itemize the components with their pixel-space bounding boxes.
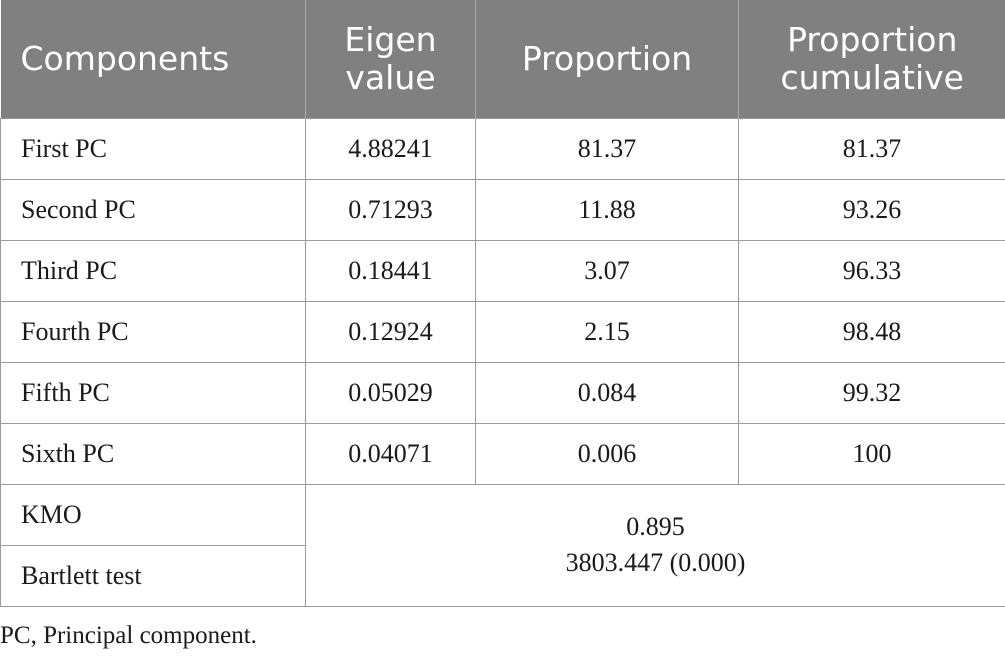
bartlett-value: 3803.447 (0.000) xyxy=(565,548,746,577)
header-eigen-value: Eigen value xyxy=(305,0,476,118)
header-cumulative-line1: Proportion xyxy=(787,19,958,59)
table-row: Third PC 0.18441 3.07 96.33 xyxy=(0,239,1005,302)
bartlett-row: Bartlett test xyxy=(0,544,1005,607)
cell-component: Fourth PC xyxy=(0,300,306,363)
table-footnote: PC, Principal component. xyxy=(0,622,257,649)
cell-cumulative: 98.48 xyxy=(738,300,1005,363)
cell-cumulative: 100 xyxy=(738,422,1005,485)
table-row: Fourth PC 0.12924 2.15 98.48 xyxy=(0,300,1005,363)
cell-eigen-value: 0.71293 xyxy=(305,178,476,241)
cell-cumulative: 93.26 xyxy=(738,178,1005,241)
cell-component: First PC xyxy=(0,117,306,180)
header-components: Components xyxy=(0,0,306,118)
kmo-value: 0.895 xyxy=(626,512,685,541)
table-row: Second PC 0.71293 11.88 93.26 xyxy=(0,178,1005,241)
cell-cumulative: 81.37 xyxy=(738,117,1005,180)
header-proportion: Proportion xyxy=(475,0,739,118)
table-row: Sixth PC 0.04071 0.006 100 xyxy=(0,422,1005,485)
header-eigen-line2: value xyxy=(345,57,436,97)
cell-eigen-value: 0.04071 xyxy=(305,422,476,485)
cell-component: Fifth PC xyxy=(0,361,306,424)
kmo-label: KMO xyxy=(0,483,306,546)
cell-proportion: 81.37 xyxy=(475,117,739,180)
bartlett-label: Bartlett test xyxy=(0,544,306,607)
cell-proportion: 3.07 xyxy=(475,239,739,302)
table-row: Fifth PC 0.05029 0.084 99.32 xyxy=(0,361,1005,424)
header-proportion-text: Proportion xyxy=(521,38,693,78)
cell-cumulative: 96.33 xyxy=(738,239,1005,302)
cell-cumulative: 99.32 xyxy=(738,361,1005,424)
kmo-bartlett-values: 0.895 3803.447 (0.000) xyxy=(305,483,1005,607)
header-proportion-cumulative: Proportion cumulative xyxy=(738,0,1005,118)
table-header: Components Eigen value Proportion Propor… xyxy=(0,0,1005,118)
cell-component: Second PC xyxy=(0,178,306,241)
cell-eigen-value: 0.18441 xyxy=(305,239,476,302)
kmo-row: KMO 0.895 3803.447 (0.000) xyxy=(0,483,1005,607)
cell-eigen-value: 4.88241 xyxy=(305,117,476,180)
cell-proportion: 0.084 xyxy=(475,361,739,424)
cell-proportion: 2.15 xyxy=(475,300,739,363)
header-components-text: Components xyxy=(20,38,230,78)
cell-component: Sixth PC xyxy=(0,422,306,485)
cell-eigen-value: 0.12924 xyxy=(305,300,476,363)
cell-component: Third PC xyxy=(0,239,306,302)
pca-table: Components Eigen value Proportion Propor… xyxy=(0,0,1005,607)
cell-proportion: 11.88 xyxy=(475,178,739,241)
table-body: First PC 4.88241 81.37 81.37 Second PC 0… xyxy=(0,117,1005,607)
table-row: First PC 4.88241 81.37 81.37 xyxy=(0,117,1005,180)
cell-proportion: 0.006 xyxy=(475,422,739,485)
header-eigen-line1: Eigen xyxy=(344,19,437,59)
header-cumulative-line2: cumulative xyxy=(780,57,964,97)
cell-eigen-value: 0.05029 xyxy=(305,361,476,424)
